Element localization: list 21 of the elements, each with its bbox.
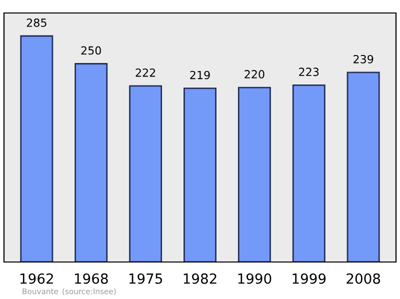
data-label: 222	[136, 68, 156, 77]
bar	[129, 85, 162, 262]
x-tick-label: 2008	[346, 273, 380, 284]
data-label: 239	[354, 54, 374, 64]
x-tick-label: 1968	[74, 273, 108, 284]
bar	[184, 88, 216, 262]
bar	[238, 86, 271, 262]
bar	[20, 35, 54, 262]
bar	[346, 72, 380, 262]
x-tick-label: 1990	[238, 273, 272, 284]
data-label: 250	[81, 46, 101, 55]
data-label: 220	[244, 70, 264, 78]
x-tick-label: 1999	[292, 273, 326, 284]
bar	[292, 84, 326, 262]
data-label: 219	[190, 70, 210, 80]
data-label: 223	[299, 68, 319, 76]
x-tick-label: 1975	[129, 273, 162, 284]
x-tick-label: 1982	[184, 273, 216, 284]
data-label: 285	[26, 18, 46, 27]
bar	[74, 63, 108, 262]
x-tick-label: 1962	[20, 273, 53, 284]
